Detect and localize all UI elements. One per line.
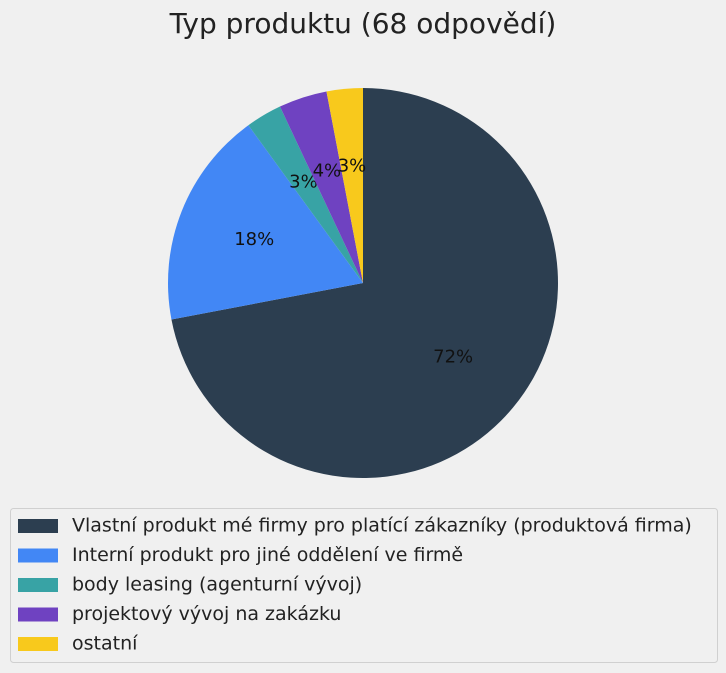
- legend-swatch: [18, 548, 58, 563]
- pie-slice: [326, 88, 363, 283]
- legend-label: body leasing (agenturní vývoj): [72, 574, 362, 596]
- pie-slice: [279, 91, 363, 284]
- slice-label: 3%: [338, 156, 367, 177]
- legend-label: Interní produkt pro jiné oddělení ve fir…: [72, 544, 463, 566]
- slice-label: 3%: [289, 171, 318, 192]
- chart-title: Typ produktu (68 odpovědí): [169, 7, 557, 40]
- legend-label: Vlastní produkt mé firmy pro platící zák…: [72, 515, 692, 537]
- pie-slice: [167, 125, 363, 320]
- slice-label: 18%: [234, 229, 274, 250]
- legend-swatch: [18, 578, 58, 592]
- legend-label: projektový vývoj na zakázku: [72, 603, 341, 625]
- legend-swatch: [18, 637, 58, 651]
- pie-slice: [171, 88, 558, 479]
- legend-swatch: [18, 607, 58, 622]
- slice-label: 72%: [433, 347, 473, 368]
- legend-swatch: [18, 519, 58, 533]
- pie: 72% 18% 3%4%3%: [167, 88, 558, 479]
- legend-label: ostatní: [72, 633, 138, 655]
- legend: Vlastní produkt mé firmy pro platící zák…: [18, 515, 692, 655]
- slice-label: 4%: [313, 161, 342, 182]
- pie-slice: [248, 106, 363, 284]
- legend-box: [10, 508, 718, 663]
